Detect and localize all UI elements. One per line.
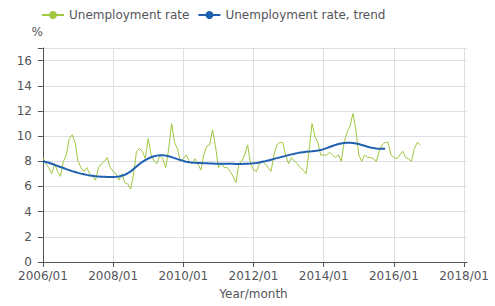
svg-text:Unemployment rate, trend: Unemployment rate, trend (225, 8, 385, 22)
svg-text:14: 14 (17, 79, 32, 93)
svg-text:2010/01: 2010/01 (158, 269, 208, 283)
svg-text:4: 4 (24, 205, 32, 219)
svg-text:2: 2 (24, 230, 32, 244)
svg-text:Unemployment rate: Unemployment rate (69, 8, 189, 22)
svg-text:2016/01: 2016/01 (369, 269, 419, 283)
svg-text:16: 16 (17, 54, 32, 68)
svg-text:12: 12 (17, 104, 32, 118)
svg-text:6: 6 (24, 179, 32, 193)
svg-text:2012/01: 2012/01 (229, 269, 279, 283)
svg-text:0: 0 (24, 255, 32, 269)
svg-text:2018/01: 2018/01 (439, 269, 489, 283)
svg-text:2014/01: 2014/01 (299, 269, 349, 283)
svg-text:2006/01: 2006/01 (18, 269, 68, 283)
svg-text:10: 10 (17, 129, 32, 143)
svg-text:Year/month: Year/month (218, 287, 287, 301)
svg-text:8: 8 (24, 154, 32, 168)
svg-text:%: % (32, 25, 43, 39)
svg-text:2008/01: 2008/01 (88, 269, 138, 283)
